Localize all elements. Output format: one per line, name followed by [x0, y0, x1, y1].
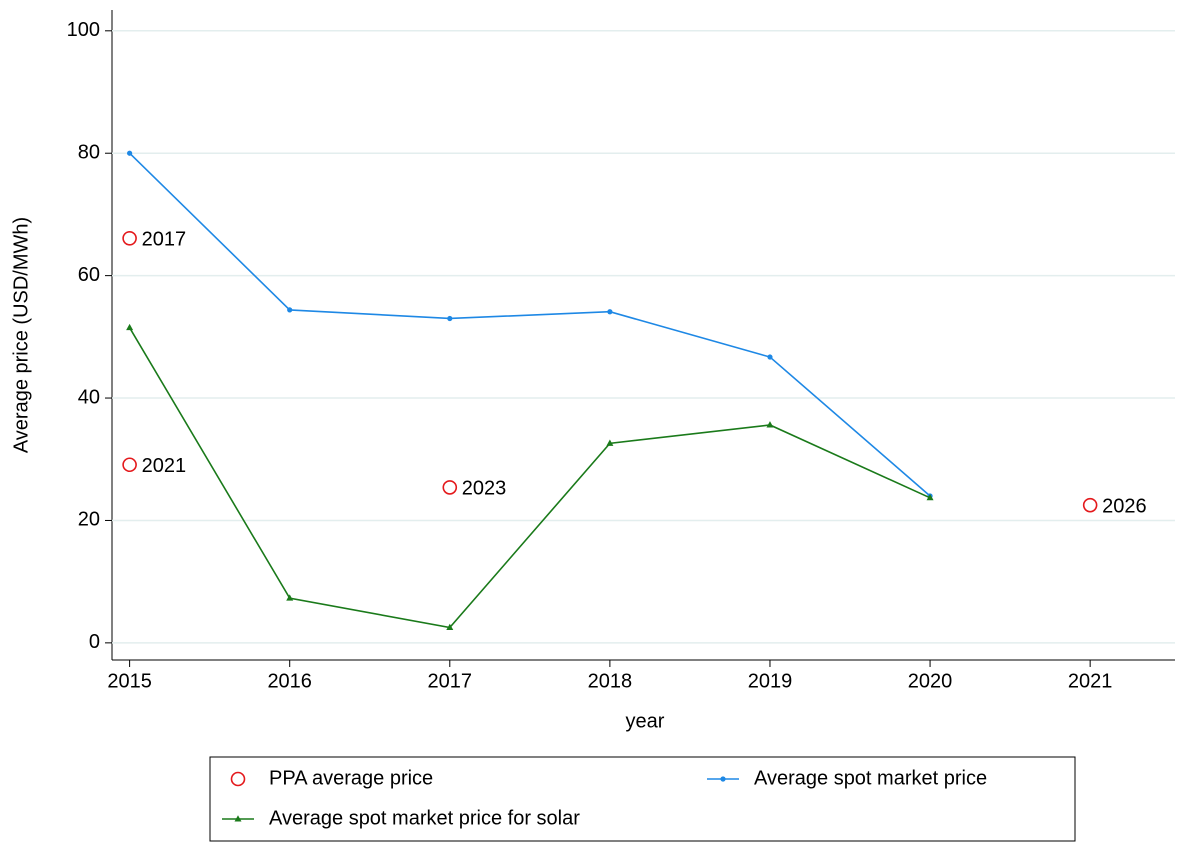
marker-triangle: [286, 594, 294, 601]
marker-circle: [122, 457, 137, 473]
x-tick-label: 2017: [428, 670, 473, 692]
y-tick-label: 80: [78, 142, 100, 164]
y-tick-label: 40: [78, 386, 100, 408]
legend-box: [209, 756, 1076, 842]
x-tick-label: 2021: [1068, 670, 1113, 692]
marker-circle: [1082, 497, 1098, 513]
marker-triangle: [766, 421, 774, 428]
series-line: [128, 327, 931, 629]
y-tick-label: 60: [78, 264, 100, 286]
y-tick-label: 100: [67, 19, 100, 41]
x-tick-label: 2020: [908, 670, 953, 692]
x-tick-label: 2018: [588, 670, 633, 692]
legend-label: Average spot market price for solar: [269, 807, 580, 829]
x-tick-label: 2015: [107, 670, 152, 692]
series-line: [129, 152, 931, 497]
point-label: 2026: [1102, 495, 1147, 517]
marker-dot: [287, 307, 293, 313]
marker-triangle: [126, 323, 134, 331]
marker-triangle: [926, 494, 934, 501]
marker-triangle: [446, 623, 454, 631]
marker-triangle: [234, 815, 242, 822]
marker-dot: [720, 776, 726, 782]
marker-circle: [442, 480, 458, 495]
y-tick-label: 20: [78, 509, 100, 531]
x-axis-label: year: [626, 710, 665, 732]
x-tick-label: 2019: [748, 670, 793, 692]
marker-dot: [767, 354, 773, 360]
point-label: 2017: [142, 229, 187, 251]
y-tick-label: 0: [89, 631, 100, 653]
marker-dot: [607, 309, 613, 315]
marker-circle: [230, 771, 246, 787]
marker-dot: [127, 150, 133, 156]
point-label: 2021: [142, 455, 187, 477]
y-axis-label: Average price (USD/MWh): [10, 217, 32, 453]
marker-triangle: [606, 439, 614, 446]
point-label: 2023: [462, 478, 507, 500]
legend-label: Average spot market price: [754, 767, 987, 789]
legend-label: PPA average price: [269, 767, 433, 789]
marker-dot: [447, 315, 453, 322]
marker-circle: [122, 230, 137, 246]
x-tick-label: 2016: [267, 670, 312, 692]
